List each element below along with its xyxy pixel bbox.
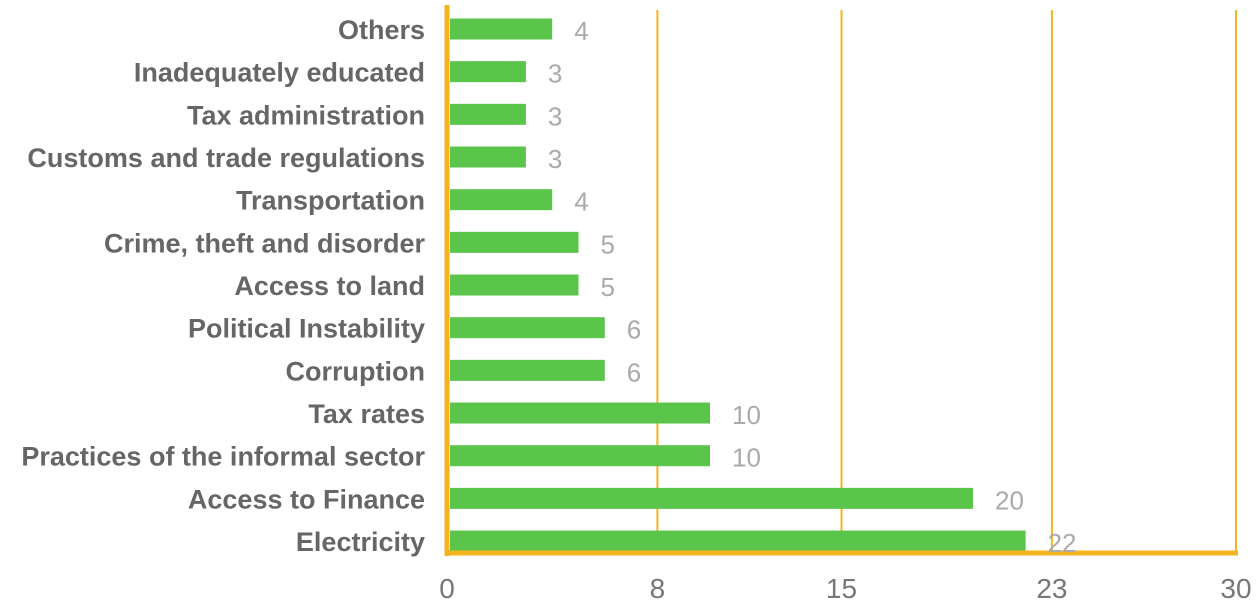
bar — [450, 402, 710, 424]
bar — [450, 487, 973, 509]
category-label: Access to Finance — [188, 484, 425, 514]
x-tick-label: 23 — [1036, 573, 1067, 603]
value-label: 5 — [601, 272, 615, 302]
category-label: Transportation — [236, 186, 425, 216]
bar — [450, 317, 605, 339]
value-label: 6 — [627, 357, 641, 387]
x-tick-label: 15 — [826, 573, 857, 603]
value-label: 3 — [548, 59, 562, 89]
bar — [450, 61, 526, 83]
category-labels: Others Inadequately educated Tax administr… — [21, 15, 425, 557]
category-label: Corruption — [286, 356, 425, 386]
bar — [450, 359, 605, 381]
value-label: 20 — [995, 485, 1024, 515]
x-tick-label: 0 — [439, 573, 455, 603]
bar — [450, 146, 526, 168]
bar — [450, 18, 553, 40]
category-label: Customs and trade regulations — [27, 143, 425, 173]
value-label: 10 — [732, 400, 761, 430]
value-label: 3 — [548, 144, 562, 174]
bar — [450, 274, 579, 296]
category-label: Others — [338, 15, 425, 45]
value-label: 4 — [574, 16, 588, 46]
category-label: Practices of the informal sector — [21, 442, 425, 472]
x-tick-label: 30 — [1220, 573, 1251, 603]
category-label: Inadequately educated — [134, 58, 425, 88]
category-label: Access to land — [234, 271, 425, 301]
bar — [450, 530, 1026, 552]
bar — [450, 103, 526, 125]
bar — [450, 445, 710, 467]
x-tick-label: 8 — [650, 573, 666, 603]
bars — [450, 18, 1026, 552]
axes — [444, 5, 1238, 556]
value-label: 3 — [548, 101, 562, 131]
category-label: Crime, theft and disorder — [104, 228, 426, 258]
value-label: 4 — [574, 187, 588, 217]
x-tick-labels: 0 8 15 23 30 — [439, 573, 1251, 603]
value-label: 22 — [1048, 528, 1077, 558]
value-label: 10 — [732, 443, 761, 473]
category-label: Tax administration — [187, 100, 425, 130]
value-label: 5 — [601, 229, 615, 259]
category-label: Electricity — [296, 527, 425, 557]
value-label: 6 — [627, 315, 641, 345]
bar — [450, 189, 553, 211]
category-label: Tax rates — [308, 399, 425, 429]
bar — [450, 231, 579, 253]
category-label: Political Instability — [188, 314, 425, 344]
